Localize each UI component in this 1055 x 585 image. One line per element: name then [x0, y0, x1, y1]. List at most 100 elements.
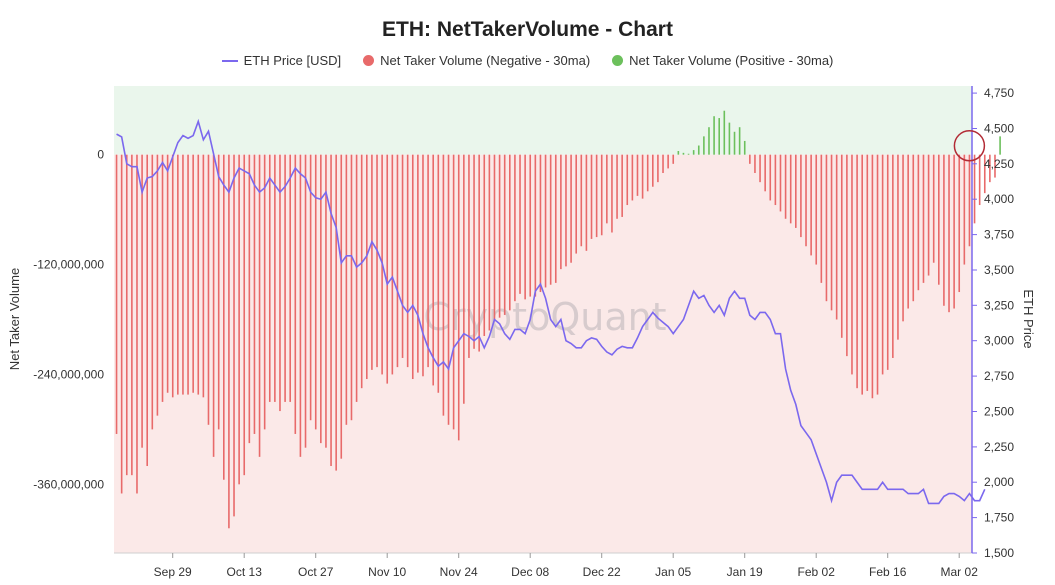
bar-negative	[554, 154, 557, 283]
bar-positive	[999, 136, 1001, 155]
bar-negative	[672, 154, 675, 164]
bar-negative	[539, 154, 542, 293]
bar-negative	[452, 154, 455, 430]
bar-negative	[503, 154, 506, 315]
bar-positive	[728, 122, 731, 155]
bar-negative	[248, 154, 251, 444]
bar-negative	[182, 154, 184, 395]
bar-negative	[202, 154, 205, 398]
bar-negative	[478, 154, 480, 352]
bar-negative	[473, 154, 475, 349]
bar-negative	[386, 154, 389, 384]
x-tick-label: Nov 24	[440, 565, 478, 579]
bar-negative	[274, 154, 276, 402]
bar-negative	[463, 154, 465, 404]
bar-negative	[590, 154, 593, 239]
bar-negative	[131, 154, 133, 476]
bar-positive	[733, 131, 736, 155]
bar-negative	[948, 154, 950, 313]
bar-negative	[217, 154, 220, 430]
bar-negative	[958, 154, 961, 293]
watermark: CryptoQuant	[423, 295, 666, 339]
bar-negative	[355, 154, 358, 402]
right-tick-label: 1,750	[984, 511, 1014, 525]
right-tick-label: 2,000	[984, 475, 1014, 489]
bar-negative	[667, 154, 669, 169]
x-tick-label: Feb 16	[869, 565, 907, 579]
bar-negative	[754, 154, 756, 173]
bar-negative	[228, 154, 230, 529]
bar-negative	[345, 154, 348, 425]
bar-negative	[442, 154, 445, 416]
bar-negative	[800, 154, 802, 238]
bar-negative	[626, 154, 629, 206]
bar-negative	[427, 154, 429, 368]
bar-negative	[197, 154, 200, 395]
bar-positive	[697, 145, 700, 155]
bar-positive	[713, 116, 715, 155]
bar-negative	[851, 154, 853, 375]
bar-negative	[932, 154, 935, 263]
bar-negative	[595, 154, 598, 238]
legend-dot-icon	[612, 55, 624, 66]
bar-negative	[917, 154, 920, 291]
bar-negative	[575, 154, 577, 254]
bar-negative	[294, 154, 297, 434]
left-tick-label: -360,000,000	[33, 477, 104, 491]
bar-negative	[238, 154, 240, 485]
right-tick-label: 4,750	[984, 86, 1014, 100]
bar-negative	[820, 154, 823, 283]
bar-negative	[268, 154, 271, 402]
bar-positive	[703, 136, 705, 155]
right-tick-label: 3,000	[984, 334, 1014, 348]
bar-negative	[565, 154, 567, 267]
left-tick-label: -120,000,000	[33, 258, 104, 272]
bar-negative	[360, 154, 363, 389]
legend-item-positive[interactable]: Net Taker Volume (Positive - 30ma)	[612, 53, 833, 68]
bar-negative	[646, 154, 649, 192]
bar-negative	[263, 154, 266, 430]
bar-negative	[902, 154, 904, 322]
bar-negative	[907, 154, 909, 309]
bar-negative	[253, 154, 256, 434]
bar-negative	[156, 154, 159, 416]
bar-negative	[488, 154, 491, 331]
legend-item-negative[interactable]: Net Taker Volume (Negative - 30ma)	[363, 53, 590, 68]
bar-negative	[366, 154, 368, 380]
x-tick-label: Jan 05	[655, 565, 691, 579]
bar-negative	[171, 154, 174, 398]
bar-negative	[115, 154, 118, 434]
bar-positive	[687, 153, 690, 155]
bar-negative	[309, 154, 312, 421]
chart-title: ETH: NetTakerVolume - Chart	[382, 18, 673, 41]
bar-negative	[846, 154, 848, 357]
bar-negative	[411, 154, 414, 380]
bar-negative	[989, 154, 991, 183]
bar-negative	[432, 154, 434, 386]
bar-negative	[994, 154, 996, 178]
bar-negative	[606, 154, 608, 224]
bar-negative	[973, 154, 976, 224]
negative-region-bg	[114, 154, 972, 554]
bar-negative	[325, 154, 327, 448]
bar-negative	[350, 154, 353, 421]
legend-item-eth-price[interactable]: ETH Price [USD]	[221, 53, 341, 68]
bar-negative	[861, 154, 863, 395]
right-tick-label: 3,250	[984, 298, 1014, 312]
bar-negative	[631, 154, 634, 201]
right-tick-label: 4,250	[984, 157, 1014, 171]
bar-negative	[192, 154, 194, 393]
bar-negative	[371, 154, 373, 370]
bar-negative	[978, 154, 981, 206]
bar-negative	[151, 154, 154, 430]
bar-negative	[177, 154, 179, 395]
bar-negative	[534, 154, 537, 297]
bar-negative	[279, 154, 281, 412]
bar-negative	[299, 154, 302, 457]
bar-negative	[943, 154, 945, 306]
bar-negative	[529, 154, 532, 297]
bar-negative	[519, 154, 521, 294]
bar-negative	[784, 154, 787, 219]
bar-negative	[769, 154, 772, 201]
right-tick-label: 3,500	[984, 263, 1014, 277]
